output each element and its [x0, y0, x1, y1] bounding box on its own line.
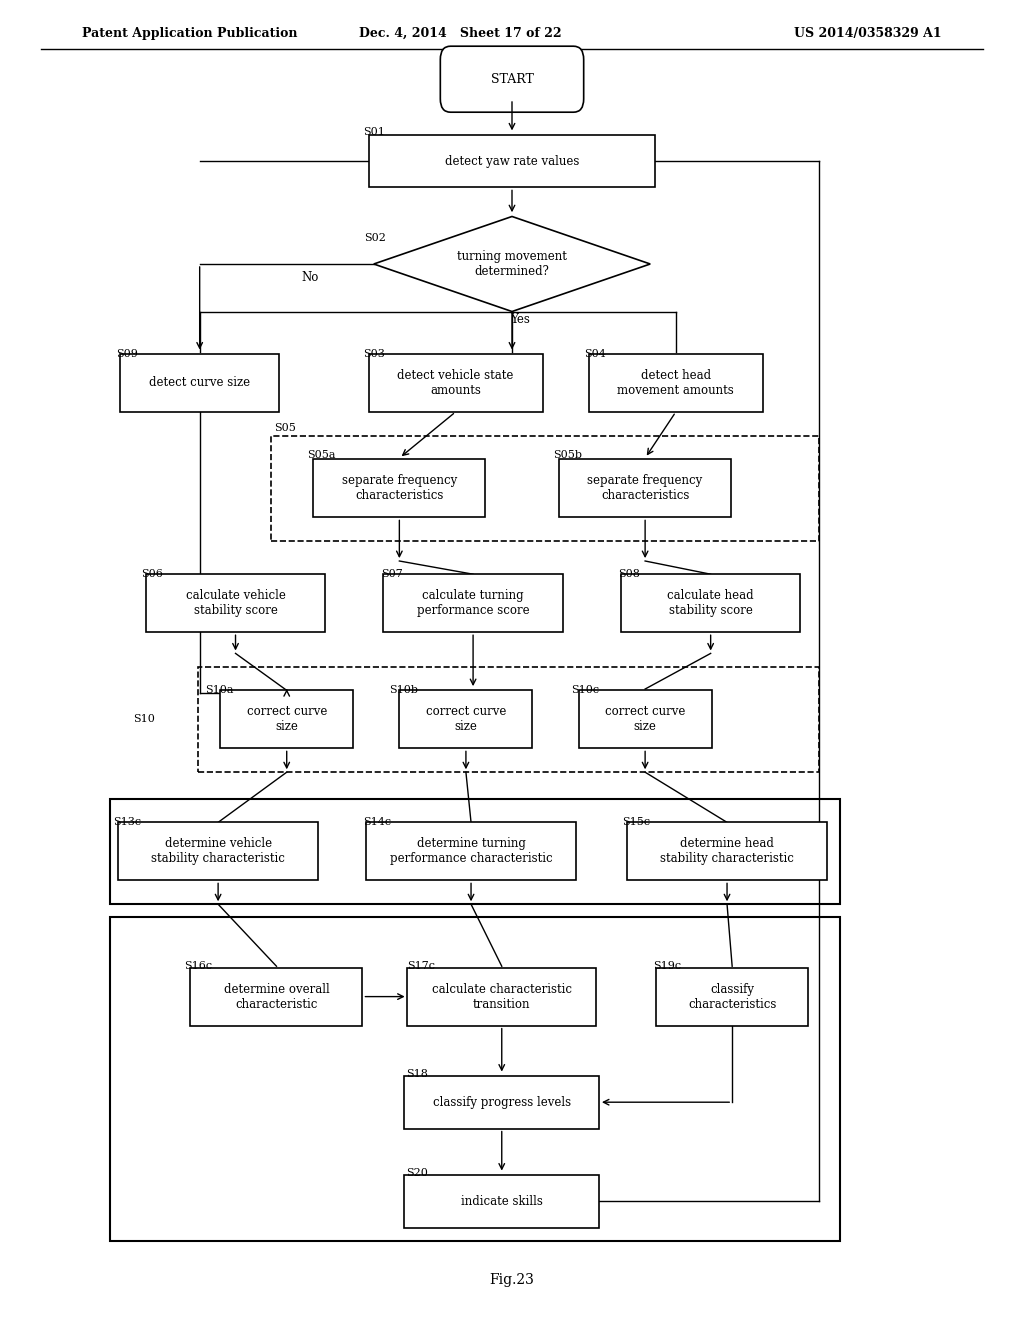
Bar	[621, 574, 800, 632]
Text: separate frequency
characteristics: separate frequency characteristics	[342, 474, 457, 503]
Bar	[656, 968, 808, 1026]
Text: detect yaw rate values: detect yaw rate values	[444, 154, 580, 168]
Text: determine overall
characteristic: determine overall characteristic	[223, 982, 330, 1011]
Text: separate frequency
characteristics: separate frequency characteristics	[588, 474, 702, 503]
Polygon shape	[374, 216, 650, 312]
Text: S04: S04	[584, 348, 605, 359]
Text: S13c: S13c	[113, 817, 140, 828]
Bar	[220, 690, 353, 748]
Bar	[118, 822, 317, 880]
Text: detect curve size: detect curve size	[150, 376, 250, 389]
Bar	[190, 968, 362, 1026]
Bar	[367, 822, 575, 880]
Bar	[110, 917, 840, 1241]
Text: Yes: Yes	[510, 313, 530, 326]
Text: S06: S06	[141, 569, 163, 579]
Bar	[271, 436, 819, 541]
Text: S14c: S14c	[364, 817, 391, 828]
Bar	[559, 459, 731, 517]
Bar	[589, 354, 763, 412]
Text: determine vehicle
stability characteristic: determine vehicle stability characterist…	[152, 837, 285, 866]
Text: S08: S08	[618, 569, 640, 579]
Text: S05b: S05b	[553, 450, 582, 461]
Text: S05: S05	[274, 422, 296, 433]
Bar	[627, 822, 826, 880]
Bar	[146, 574, 326, 632]
Text: turning movement
determined?: turning movement determined?	[457, 249, 567, 279]
Text: S01: S01	[364, 127, 385, 137]
Bar	[399, 690, 532, 748]
Bar	[121, 354, 279, 412]
Text: S10a: S10a	[205, 685, 233, 696]
Text: correct curve
size: correct curve size	[247, 705, 327, 734]
Bar	[407, 968, 596, 1026]
Text: calculate turning
performance score: calculate turning performance score	[417, 589, 529, 618]
Text: Dec. 4, 2014   Sheet 17 of 22: Dec. 4, 2014 Sheet 17 of 22	[359, 26, 562, 40]
Text: classify
characteristics: classify characteristics	[688, 982, 776, 1011]
Text: US 2014/0358329 A1: US 2014/0358329 A1	[795, 26, 942, 40]
Text: S02: S02	[365, 232, 386, 243]
Text: determine head
stability characteristic: determine head stability characteristic	[660, 837, 794, 866]
Bar	[579, 690, 712, 748]
Text: calculate characteristic
transition: calculate characteristic transition	[432, 982, 571, 1011]
Text: S10: S10	[133, 714, 155, 725]
Text: calculate vehicle
stability score: calculate vehicle stability score	[185, 589, 286, 618]
Text: calculate head
stability score: calculate head stability score	[668, 589, 754, 618]
Text: S19c: S19c	[653, 961, 681, 972]
Text: correct curve
size: correct curve size	[605, 705, 685, 734]
Text: S07: S07	[381, 569, 402, 579]
Text: S20: S20	[407, 1168, 428, 1179]
Bar	[404, 1175, 599, 1228]
Text: START: START	[490, 73, 534, 86]
Text: No: No	[302, 271, 318, 284]
Text: Fig.23: Fig.23	[489, 1274, 535, 1287]
Text: detect vehicle state
amounts: detect vehicle state amounts	[397, 368, 514, 397]
Text: S03: S03	[364, 348, 385, 359]
Bar	[369, 354, 543, 412]
Bar	[313, 459, 485, 517]
Text: classify progress levels: classify progress levels	[433, 1096, 570, 1109]
Text: Patent Application Publication: Patent Application Publication	[82, 26, 297, 40]
Text: determine turning
performance characteristic: determine turning performance characteri…	[390, 837, 552, 866]
Bar	[404, 1076, 599, 1129]
Bar	[384, 574, 563, 632]
Text: S05a: S05a	[307, 450, 336, 461]
Text: correct curve
size: correct curve size	[426, 705, 506, 734]
Bar	[198, 667, 819, 772]
Text: S10b: S10b	[389, 685, 418, 696]
Text: S16c: S16c	[184, 961, 212, 972]
Text: S18: S18	[407, 1069, 428, 1080]
FancyBboxPatch shape	[440, 46, 584, 112]
Text: S17c: S17c	[408, 961, 435, 972]
Text: detect head
movement amounts: detect head movement amounts	[617, 368, 734, 397]
Text: S15c: S15c	[623, 817, 650, 828]
Text: S09: S09	[116, 348, 137, 359]
Text: indicate skills: indicate skills	[461, 1195, 543, 1208]
Text: S10c: S10c	[571, 685, 599, 696]
Bar	[369, 135, 655, 187]
Bar	[110, 799, 840, 904]
